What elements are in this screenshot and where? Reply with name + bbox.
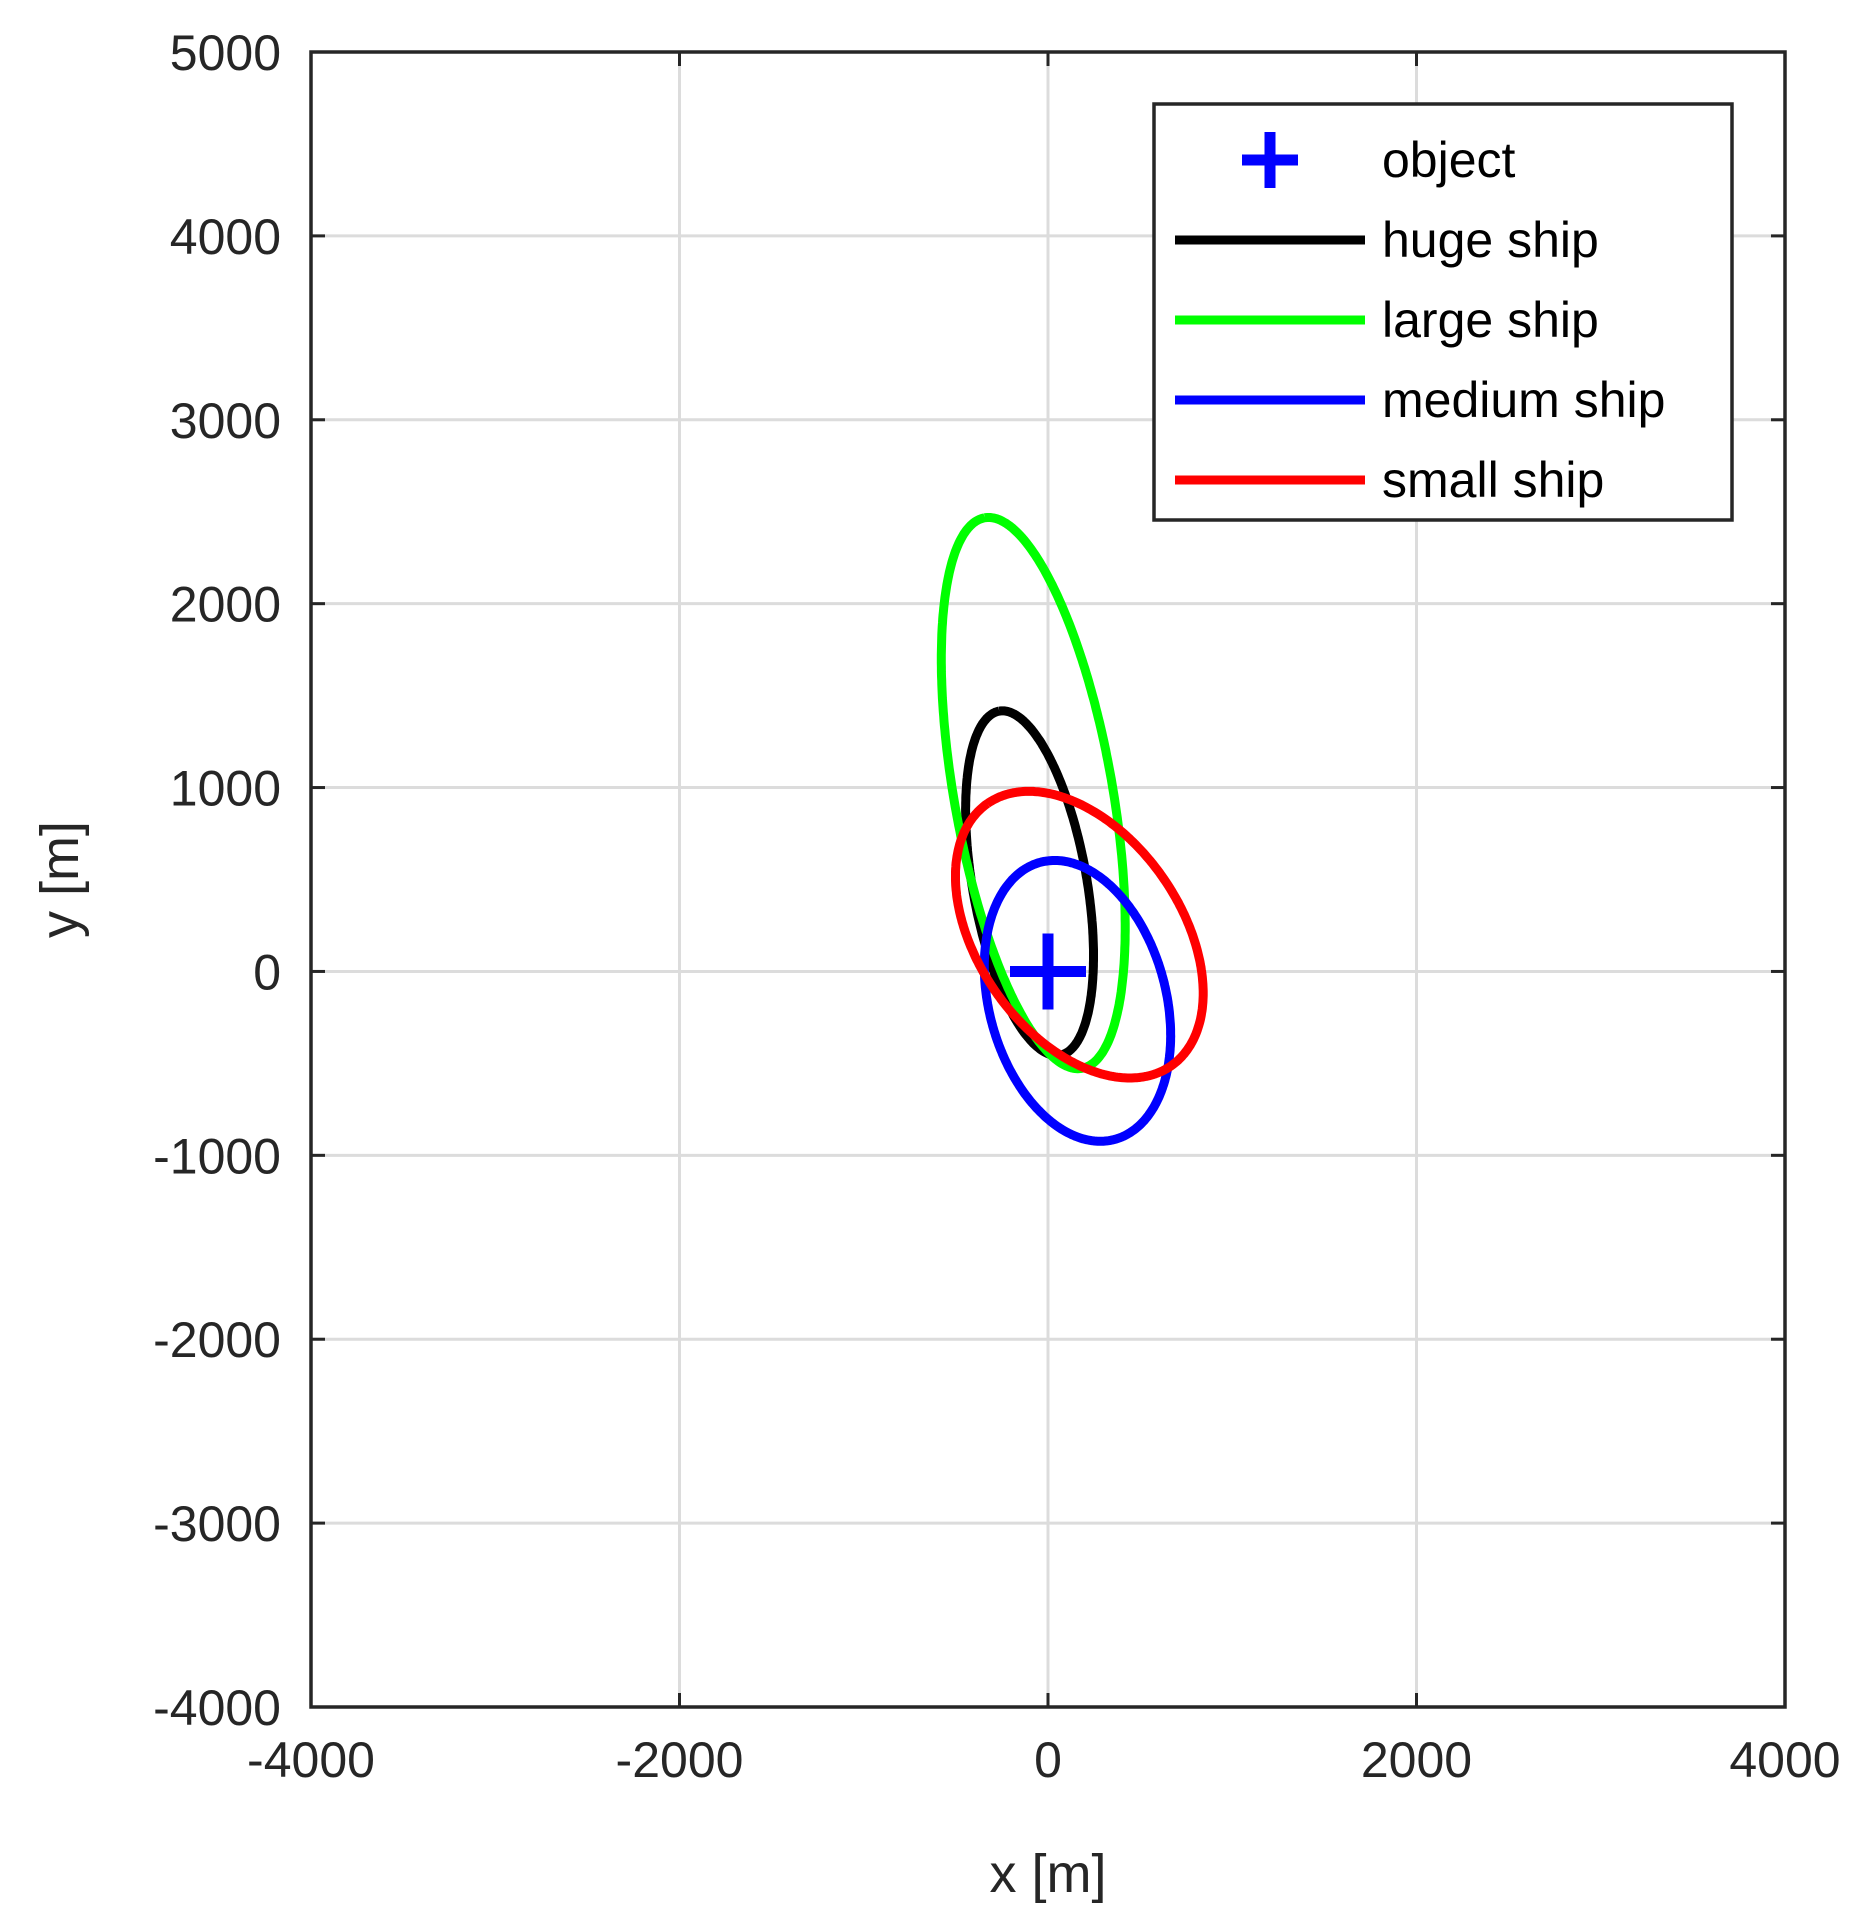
x-tick-label: 4000 <box>1729 1732 1840 1788</box>
legend-label: object <box>1382 132 1516 188</box>
legend-item: object <box>1242 132 1516 188</box>
y-tick-label: -2000 <box>153 1312 281 1368</box>
x-tick-label: -4000 <box>247 1732 375 1788</box>
x-tick-label: 2000 <box>1361 1732 1472 1788</box>
legend-label: large ship <box>1382 292 1599 348</box>
y-tick-label: -3000 <box>153 1496 281 1552</box>
y-axis-label: y [m] <box>30 821 90 938</box>
x-tick-label: -2000 <box>616 1732 744 1788</box>
y-tick-label: 4000 <box>170 209 281 265</box>
legend-box <box>1152 102 1734 522</box>
y-tick-labels: -4000 -3000 -2000 -1000 0 1000 2000 3000 4000 500… <box>153 25 281 1736</box>
legend-item: small ship <box>1175 452 1604 508</box>
legend-item: large ship <box>1175 292 1599 348</box>
y-tick-label: 2000 <box>170 577 281 633</box>
legend: object huge ship large ship medium ship smal… <box>1152 102 1734 522</box>
axes-box <box>309 50 1787 1709</box>
y-tick-label: -4000 <box>153 1680 281 1736</box>
y-tick-label: 1000 <box>170 761 281 817</box>
series-medium-ship <box>979 856 1176 1146</box>
x-tick-label: 0 <box>1034 1732 1062 1788</box>
legend-item: medium ship <box>1175 372 1665 428</box>
y-tick-label: 5000 <box>170 25 281 81</box>
x-axis-label: x [m] <box>990 1844 1107 1904</box>
series-small-ship <box>951 786 1208 1083</box>
object-marker <box>1010 933 1086 1010</box>
legend-item: huge ship <box>1175 212 1599 268</box>
y-tick-label: 0 <box>253 944 281 1000</box>
legend-label: medium ship <box>1382 372 1665 428</box>
legend-label: small ship <box>1382 452 1604 508</box>
y-tick-label: -1000 <box>153 1128 281 1184</box>
legend-label: huge ship <box>1382 212 1599 268</box>
y-tick-label: 3000 <box>170 393 281 449</box>
plot-curves <box>936 513 1208 1146</box>
x-tick-labels: -4000 -2000 0 2000 4000 <box>247 1732 1841 1788</box>
